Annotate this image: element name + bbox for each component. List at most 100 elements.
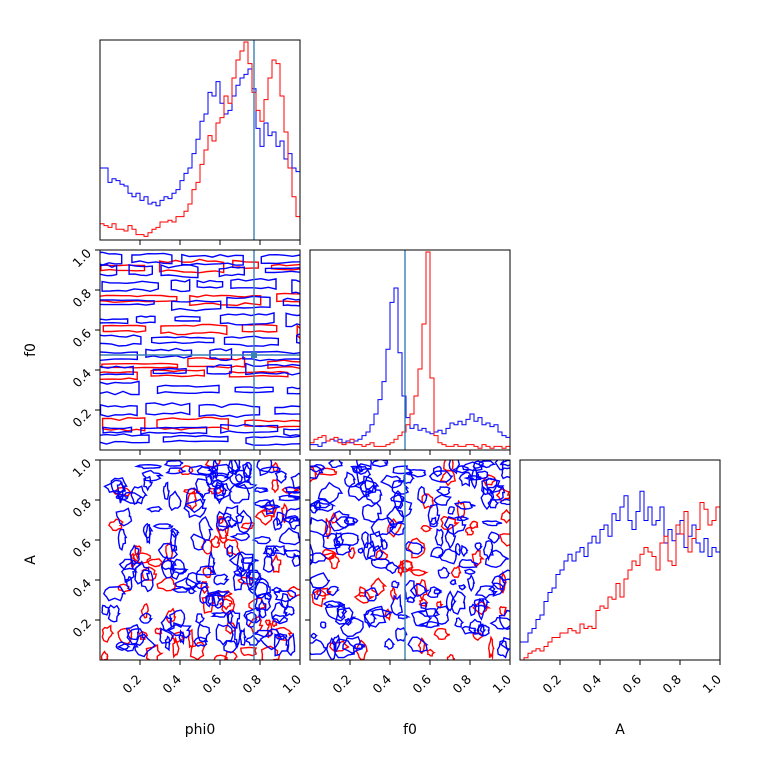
contour-blue-island — [232, 572, 247, 592]
contour-blue-band — [220, 423, 279, 434]
contour-blue-island — [274, 470, 288, 484]
contour-blue-island — [322, 600, 346, 609]
contour-blue-island — [450, 590, 466, 616]
contour-red-island — [201, 592, 215, 614]
contour-blue-island — [125, 623, 140, 641]
contour-red-band — [101, 416, 146, 432]
contour-blue-island — [359, 475, 377, 497]
contour-blue-island — [116, 643, 139, 652]
contour-red-island — [390, 586, 397, 601]
contour-red-island — [100, 650, 109, 660]
contour-blue-band — [291, 279, 300, 295]
contour-blue-island — [134, 633, 157, 658]
contour-blue-island — [407, 636, 429, 653]
contour-blue-island — [370, 516, 396, 538]
contour-blue-island — [335, 607, 357, 625]
contour-red-band — [187, 356, 246, 369]
contour-red-island — [420, 524, 433, 533]
contour-blue-island — [262, 545, 280, 557]
contour-blue-island — [463, 475, 482, 481]
contour-blue-island — [474, 585, 498, 600]
contour-red-band — [158, 258, 225, 274]
contour-blue-island — [310, 516, 329, 537]
contour-red-band — [160, 323, 228, 336]
contour-blue-island — [117, 528, 128, 552]
contour-blue-island — [188, 464, 214, 477]
x-tick-label: 0.8 — [239, 671, 264, 696]
contour-blue-island — [361, 501, 382, 523]
contour-blue-island — [115, 493, 129, 501]
contour-blue-island — [420, 602, 428, 610]
contour-blue-island — [369, 530, 384, 552]
contour-blue-island — [328, 510, 350, 532]
contour-blue-island — [215, 623, 234, 646]
contour-blue-island — [371, 460, 389, 468]
contour-blue-band — [151, 336, 215, 345]
contour-blue-island — [239, 627, 247, 646]
contour-blue-island — [481, 477, 505, 496]
contour-blue-band — [145, 402, 191, 416]
contour-red-island — [418, 597, 429, 607]
contour-blue-band — [100, 318, 129, 325]
hist-phi0-panel — [100, 40, 300, 240]
contour-blue-band — [206, 364, 233, 375]
contour-blue-island — [195, 478, 212, 500]
contour-blue-island — [160, 559, 177, 571]
contour-red-island — [416, 578, 428, 602]
contour-blue-island — [226, 544, 234, 558]
contour-red-island — [223, 538, 241, 556]
contour-blue-island — [397, 614, 411, 620]
contour-blue-island — [284, 507, 300, 522]
contour-blue-island — [234, 473, 245, 483]
xlabel-A: A — [615, 722, 625, 738]
contour-blue-island — [408, 468, 427, 478]
contour-blue-island — [310, 501, 331, 509]
contour-blue-island — [134, 463, 162, 470]
contour-red-band — [189, 294, 262, 307]
contour-blue-island — [145, 505, 163, 513]
contour-blue-island — [443, 515, 467, 536]
contour-red-island — [156, 576, 176, 592]
contour-blue-island — [195, 565, 217, 576]
contour-blue-island — [234, 622, 242, 649]
contour-blue-island — [259, 628, 283, 651]
contour-blue-band — [100, 263, 118, 277]
contour-blue-island — [101, 604, 111, 616]
contour-blue-band — [274, 405, 300, 415]
contour-blue-island — [310, 572, 331, 589]
contour-blue-island — [391, 580, 400, 589]
contour-blue-island — [351, 466, 365, 474]
contour-blue-island — [178, 629, 185, 646]
hist-phi0-blue — [100, 68, 300, 240]
contour-blue-island — [165, 467, 186, 475]
contour-blue-island — [410, 610, 433, 627]
contour-blue-island — [168, 609, 186, 629]
contour-red-island — [145, 643, 164, 660]
contour-blue-island — [172, 567, 189, 575]
contour-red-island — [260, 645, 281, 660]
contour-blue-island — [473, 598, 491, 608]
contour-red-island — [426, 648, 436, 657]
contour-blue-island — [487, 498, 500, 509]
x-tick-label: 1.0 — [279, 671, 304, 696]
contour-blue-band — [242, 350, 300, 362]
contour-blue-island — [481, 520, 503, 527]
contour-blue-island — [390, 593, 403, 616]
contour-blue-island — [138, 612, 153, 624]
contour-blue-island — [210, 479, 225, 489]
contour-red-island — [472, 631, 486, 641]
contour-blue-band — [234, 386, 274, 394]
contour-blue-island — [253, 486, 269, 494]
contour-blue-island — [223, 639, 239, 654]
contour-blue-island — [393, 490, 404, 510]
y-tick-label: 0.4 — [69, 575, 94, 600]
contour-blue-island — [168, 490, 182, 512]
x-tick-label: 0.2 — [329, 672, 354, 697]
contour-blue-island — [317, 481, 344, 505]
contour-blue-island — [435, 486, 451, 496]
contour-blue-island — [458, 471, 476, 487]
y-tick-label: 0.8 — [69, 285, 94, 310]
contour-blue-island — [405, 541, 425, 555]
contour-blue-band — [260, 253, 300, 265]
